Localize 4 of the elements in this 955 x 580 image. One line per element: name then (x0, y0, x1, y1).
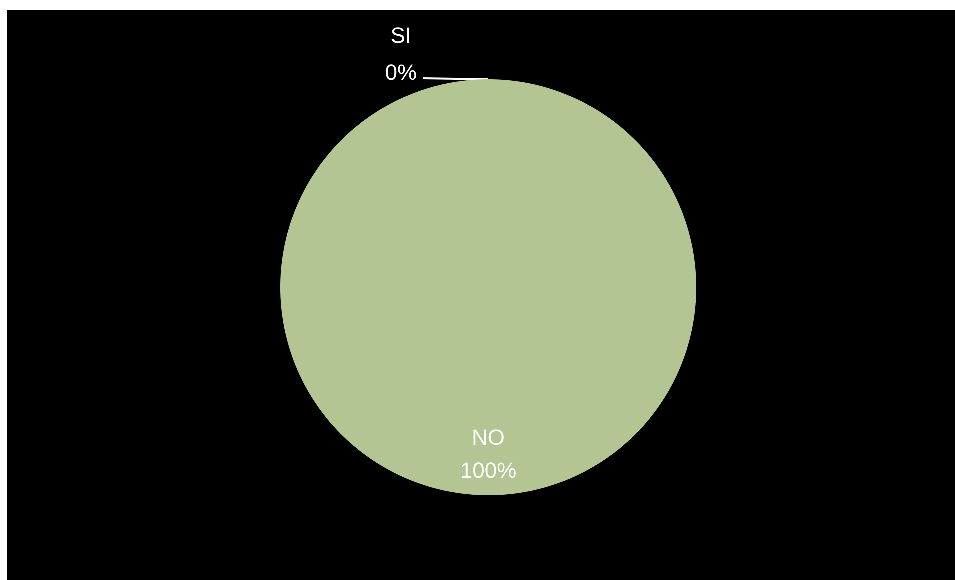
text: 0% (385, 60, 418, 85)
category-label: SI (390, 23, 412, 48)
slice-label: NO (472, 424, 505, 450)
data-label: 100% (460, 458, 517, 483)
